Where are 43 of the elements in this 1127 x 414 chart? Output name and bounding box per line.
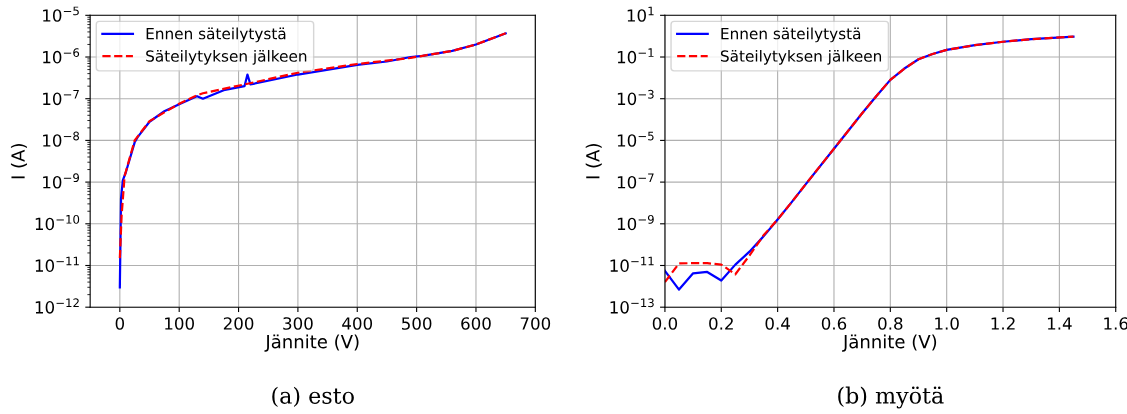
x-tick-label: 1.6 — [1104, 317, 1127, 330]
x-tick-label: 0.6 — [821, 317, 847, 330]
x-tick-label: 0 — [115, 317, 125, 330]
y-tick-label: 10$^{−11}$ — [610, 256, 654, 272]
y-tick-label: 10$^{−1}$ — [617, 48, 654, 64]
legend-label: Säteilytyksen jälkeen — [146, 49, 307, 65]
y-tick-label: 10$^{−5}$ — [43, 6, 79, 22]
x-tick-label: 1.2 — [991, 317, 1015, 330]
x-axis-title: Jännite (V) — [842, 334, 937, 352]
x-tick-label: 0.0 — [652, 317, 678, 330]
y-tick-label: 10$^{−9}$ — [617, 214, 654, 231]
y-tick-label: 10$^{−8}$ — [43, 131, 80, 147]
x-tick-label: 0.8 — [878, 317, 903, 330]
y-tick-label: 10$^{−3}$ — [617, 89, 654, 106]
y-axis-title: I (A) — [10, 144, 28, 179]
x-tick-label: 200 — [223, 317, 254, 330]
y-tick-label: 10$^{−11}$ — [35, 256, 79, 272]
text: (a) esto — [272, 386, 354, 408]
x-tick-label: 700 — [520, 317, 551, 330]
x-tick-label: 300 — [283, 317, 313, 330]
x-tick-label: 1.0 — [935, 317, 959, 330]
x-tick-label: 1.4 — [1047, 317, 1072, 330]
legend-label: Säteilytyksen jälkeen — [720, 49, 882, 65]
legend-label: Ennen säteilytystä — [721, 27, 861, 43]
x-axis-title: Jännite (V) — [264, 334, 359, 352]
y-tick-label: 10$^{−12}$ — [35, 298, 79, 314]
y-tick-label: 10$^{−7}$ — [43, 90, 79, 106]
y-tick-label: 10$^{−7}$ — [617, 173, 654, 189]
y-axis-title: I (A) — [585, 144, 602, 179]
x-tick-label: 0.4 — [765, 317, 790, 330]
text: (b) myötä — [838, 386, 944, 409]
y-tick-label: 10$^{−13}$ — [610, 298, 654, 314]
x-tick-label: 600 — [461, 317, 491, 330]
y-tick-label: 10$^{1}$ — [627, 6, 654, 22]
x-tick-label: 400 — [342, 317, 373, 330]
x-tick-label: 0.2 — [709, 317, 733, 330]
y-tick-label: 10$^{−5}$ — [617, 131, 654, 147]
y-tick-label: 10$^{−6}$ — [43, 48, 80, 64]
x-tick-label: 500 — [401, 317, 432, 330]
y-tick-label: 10$^{−10}$ — [35, 214, 80, 231]
y-tick-label: 10$^{−9}$ — [43, 173, 80, 189]
legend-label: Ennen säteilytystä — [146, 27, 286, 43]
x-tick-label: 100 — [165, 317, 194, 330]
